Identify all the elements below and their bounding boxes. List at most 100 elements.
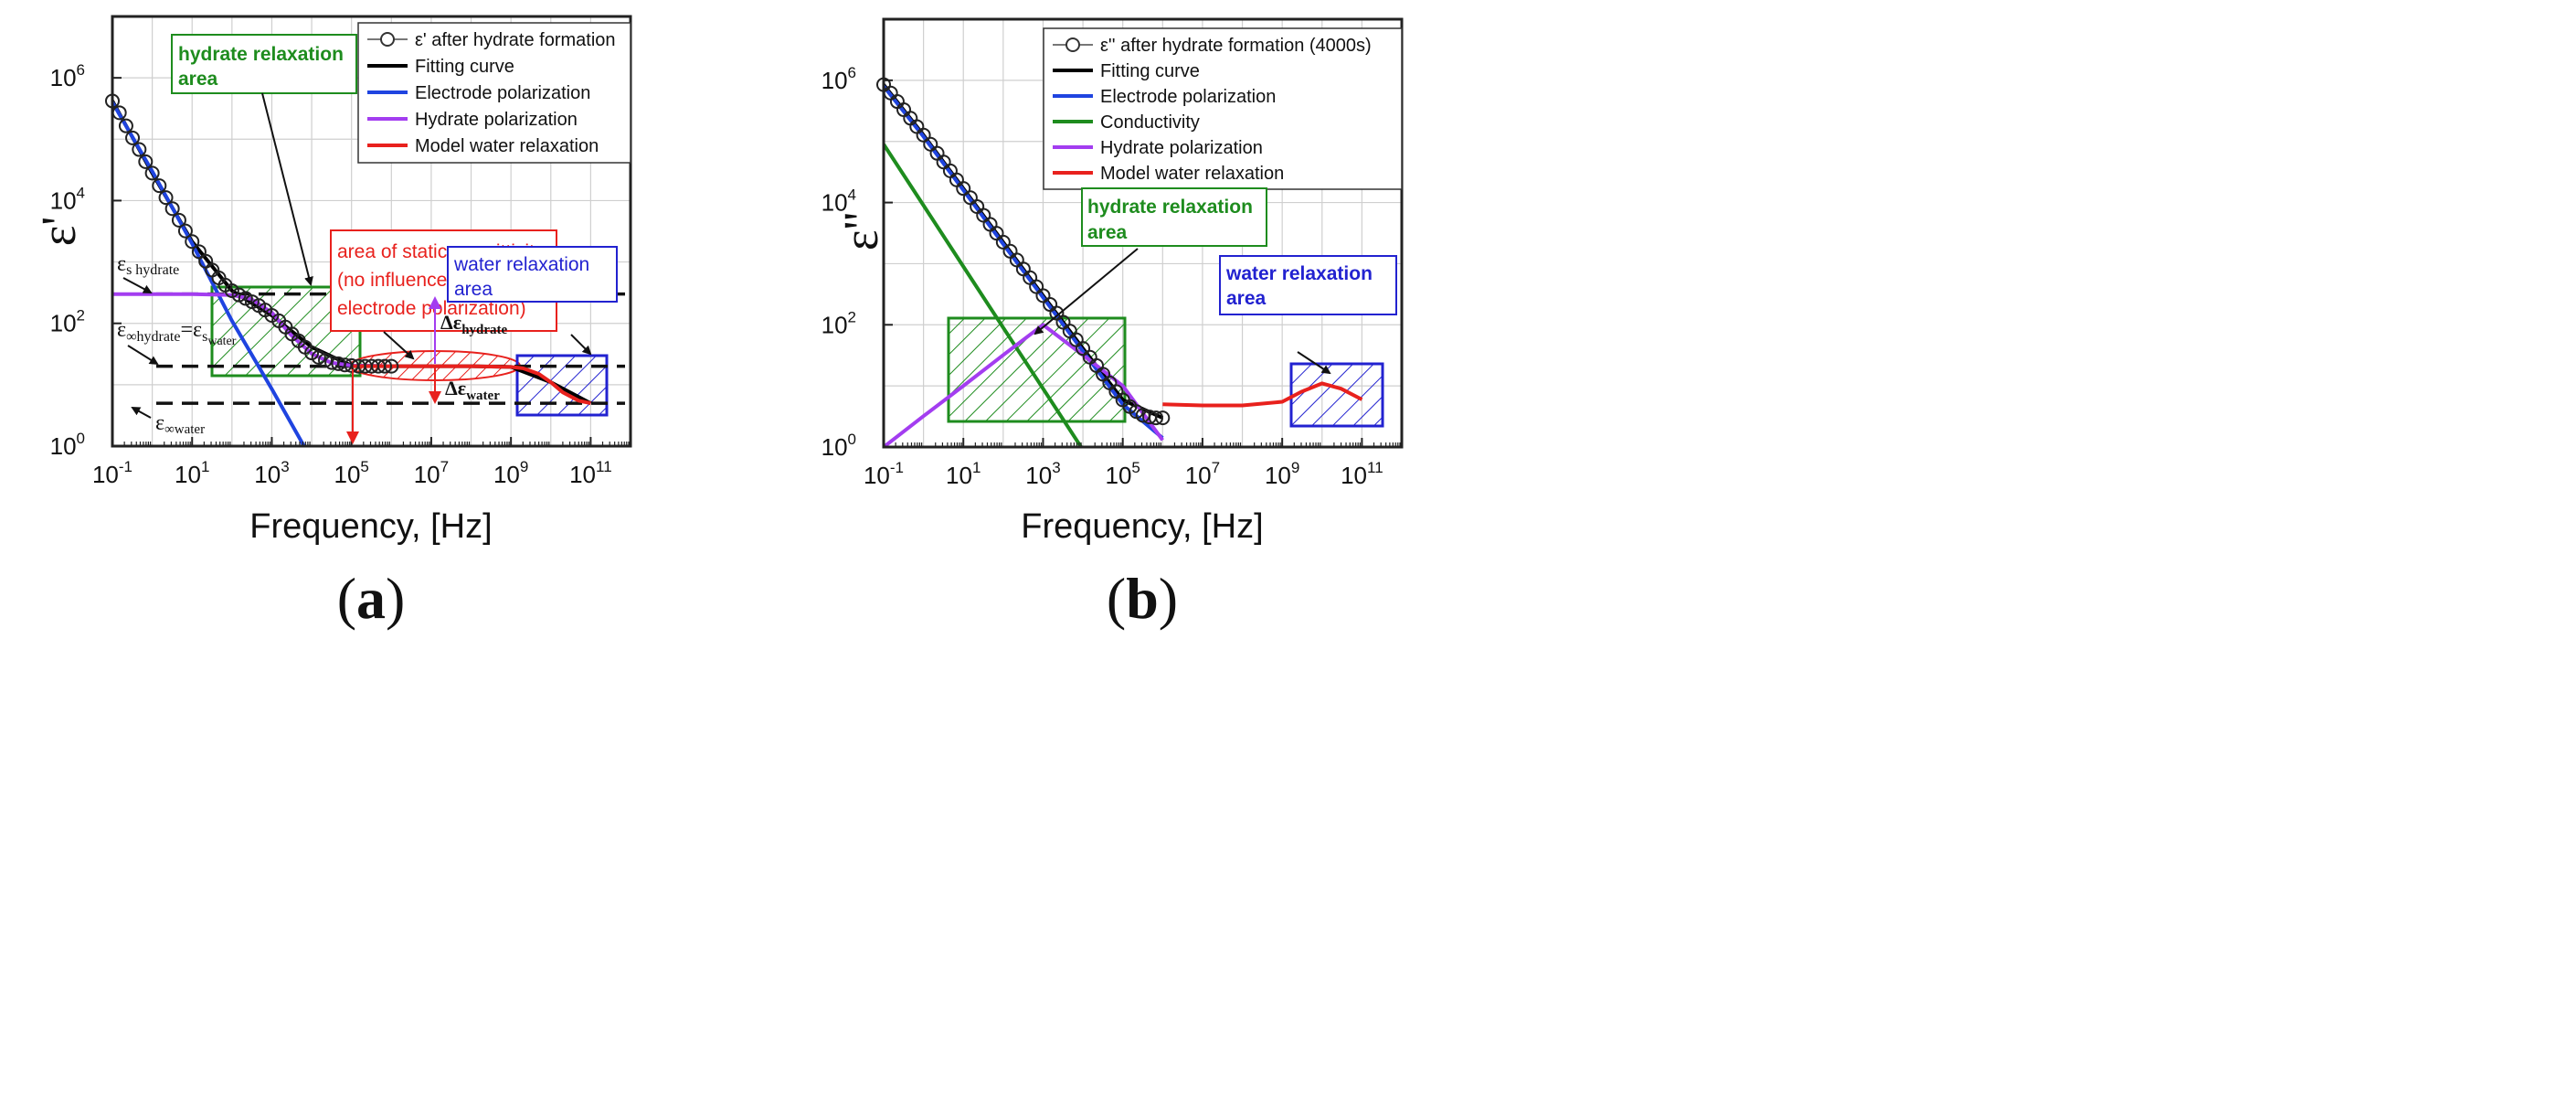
legend-label: Conductivity (1100, 112, 1200, 133)
panel-label-a: (a) (337, 566, 406, 631)
water-relaxation-region (1289, 362, 1384, 428)
data-point (1076, 341, 1091, 357)
y-axis-label: ε'' (833, 212, 888, 250)
static-arrow (383, 331, 415, 360)
data-point (191, 244, 207, 260)
water-label-line1: water relaxation (1225, 263, 1373, 284)
x-tick-label: 103 (254, 458, 289, 488)
x-tick-label: 10-1 (864, 459, 904, 489)
data-point (171, 212, 186, 228)
plot-frame (882, 17, 1404, 449)
x-tick-label: 107 (1185, 459, 1220, 489)
legend-label: Fitting curve (1100, 61, 1200, 81)
data-point (956, 181, 971, 197)
legend-label: Model water relaxation (415, 136, 599, 156)
legend-label: Fitting curve (415, 57, 514, 77)
legend-label: Hydrate polarization (1100, 138, 1263, 158)
water-arrow (1297, 351, 1331, 375)
axis-ticks: 10-1 101 103 105 107 109 1011 100 102 104 106 (50, 61, 630, 488)
series-layer (105, 93, 592, 446)
water-label-line2: area (454, 279, 493, 300)
y-tick-label: 104 (50, 184, 85, 214)
hydrate-label-box (1081, 187, 1267, 247)
series-line (1162, 381, 1363, 408)
x-tick-label: 1011 (1341, 459, 1383, 489)
data-point (337, 357, 353, 373)
hydrate-arrow (1034, 248, 1139, 335)
data-point (224, 283, 239, 299)
data-point (177, 223, 193, 239)
eps-inf-water-arrow (131, 407, 152, 419)
x-tick-label: 109 (493, 458, 528, 488)
y-tick-label: 100 (822, 431, 856, 461)
data-point (377, 358, 393, 374)
x-tick-label: 107 (414, 458, 449, 488)
series-layer (876, 77, 1363, 447)
data-point (118, 118, 133, 133)
legend-label: Model water relaxation (1100, 164, 1284, 184)
eps-inf-hydrate-arrow (127, 345, 159, 366)
static-label-line2: (no influence of (337, 270, 469, 291)
water-label-line1: water relaxation (453, 254, 589, 275)
data-point (318, 353, 334, 368)
water-relaxation-region (515, 354, 609, 417)
y-axis-label: ε' (31, 217, 86, 246)
series-line (884, 85, 1164, 440)
data-point (125, 130, 141, 145)
hydrate-arrow (261, 92, 313, 286)
y-tick-label: 102 (822, 308, 856, 338)
x-tick-label: 1011 (569, 458, 612, 488)
water-label-line2: area (1226, 288, 1267, 309)
data-point (144, 165, 160, 181)
eps-s-hydrate-arrow (122, 277, 153, 293)
hydrate-label-line2: area (1087, 222, 1128, 243)
data-point (158, 190, 174, 206)
y-tick-label: 104 (822, 186, 856, 217)
data-point (311, 349, 326, 365)
data-point (1035, 288, 1051, 304)
legend: ε' after hydrate formation Fitting curve E… (357, 22, 631, 164)
eps-inf-water-label: ε∞water (155, 411, 205, 437)
legend-label: Hydrate polarization (415, 110, 578, 130)
data-point (916, 127, 931, 143)
data-point (132, 142, 147, 157)
hydrate-label-line1: hydrate relaxation (178, 44, 344, 65)
hydrate-label-line1: hydrate relaxation (1087, 197, 1253, 218)
legend: ε'' after hydrate formation (4000s) Fitti… (1043, 27, 1403, 190)
data-point (152, 178, 167, 194)
x-axis-label: Frequency, [Hz] (1021, 507, 1263, 546)
legend-label: Electrode polarization (415, 83, 590, 103)
eps-inf-hydrate-label: ε∞hydrate=εswater (117, 318, 237, 348)
chart-panel-b: 10-1 101 103 105 107 109 1011 100 102 104 106 ε'' … (822, 17, 1404, 631)
series-line (884, 143, 1084, 447)
y-tick-label: 106 (50, 61, 85, 91)
hydrate-label-line2: area (178, 69, 218, 90)
chart-panel-a: 10-1 101 103 105 107 109 1011 100 102 104 106 ε' a… (31, 15, 632, 631)
x-tick-label: 101 (946, 459, 981, 489)
x-tick-label: 109 (1265, 459, 1299, 489)
legend-box (1043, 27, 1403, 190)
eps-s-hydrate-label: εs hydrate (117, 252, 179, 278)
x-tick-label: 105 (334, 458, 368, 488)
data-point (1155, 410, 1171, 426)
x-axis-label: Frequency, [Hz] (249, 507, 492, 546)
x-tick-label: 105 (1105, 459, 1140, 489)
data-point (384, 358, 399, 374)
delta-water-label: Δεwater (445, 377, 500, 403)
legend-label: ε'' after hydrate formation (4000s) (1100, 36, 1372, 56)
data-point (185, 234, 200, 250)
legend-label: Electrode polarization (1100, 87, 1276, 107)
data-point (1149, 410, 1164, 426)
legend-label: ε' after hydrate formation (415, 30, 616, 50)
water-arrow (570, 334, 592, 356)
y-tick-label: 102 (50, 307, 85, 337)
legend-marker (380, 32, 395, 47)
panel-label-b: (b) (1107, 566, 1178, 631)
x-tick-label: 101 (175, 458, 209, 488)
delta-hydrate-label: Δεhydrate (440, 311, 508, 337)
data-point (138, 154, 154, 169)
y-tick-label: 106 (822, 64, 856, 94)
x-tick-label: 10-1 (92, 458, 133, 488)
water-label-box (447, 246, 618, 303)
